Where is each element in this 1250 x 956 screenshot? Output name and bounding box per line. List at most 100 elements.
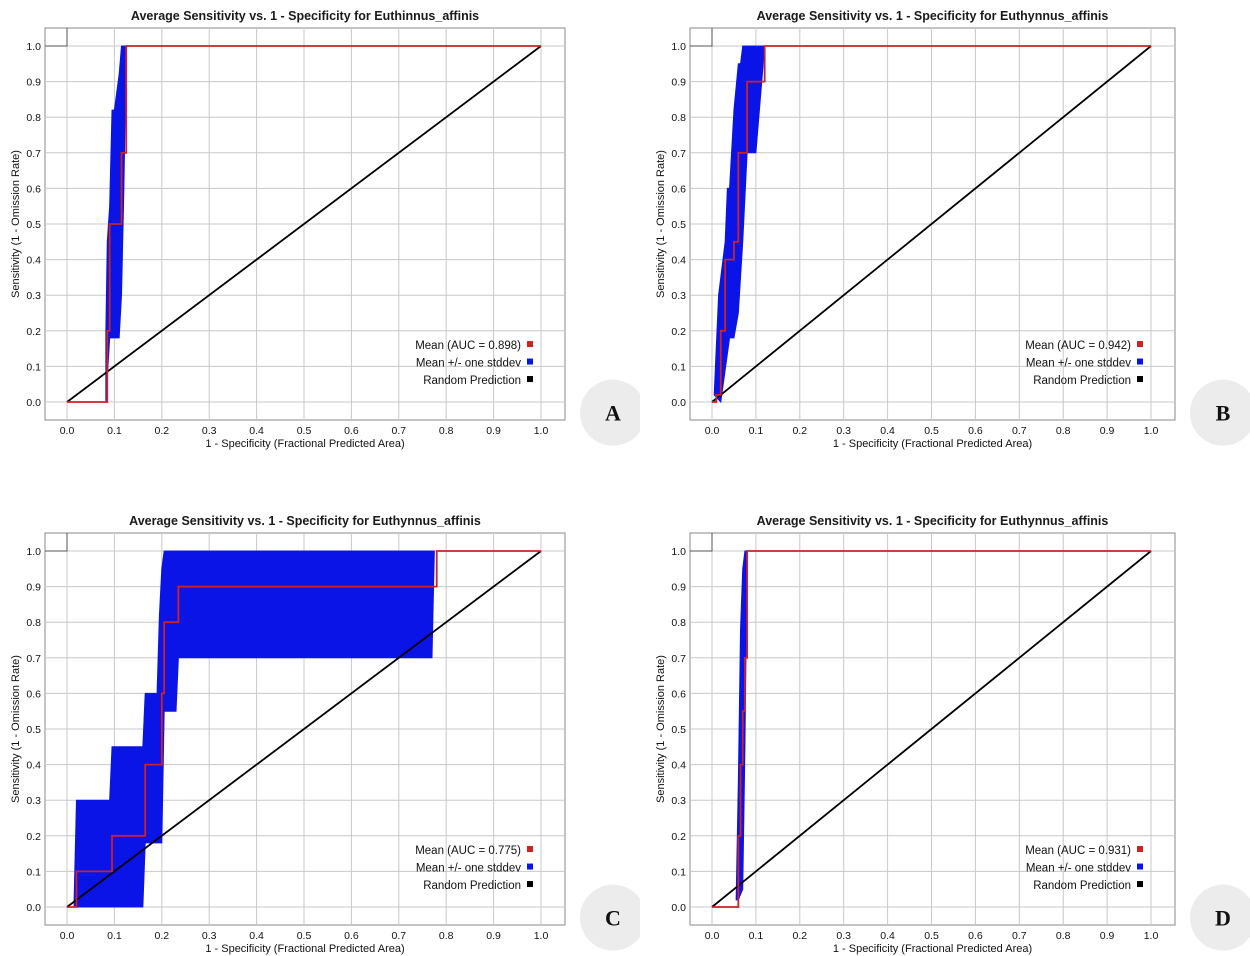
panel-badge-circle: [580, 884, 640, 951]
x-tick-label: 0.6: [968, 930, 983, 942]
y-tick-label: 0.2: [671, 831, 686, 843]
y-tick-label: 0.6: [26, 688, 41, 700]
y-tick-label: 0.4: [26, 255, 41, 267]
x-tick-label: 0.0: [60, 425, 75, 437]
panel-letter: C: [605, 906, 621, 931]
legend-swatch: [527, 846, 533, 853]
x-tick-label: 0.7: [1012, 425, 1027, 437]
y-tick-label: 0.1: [671, 361, 686, 373]
x-tick-label: 0.2: [792, 425, 807, 437]
gridlines: [45, 28, 565, 420]
y-tick-label: 0.4: [671, 255, 686, 267]
x-axis-label: 1 - Specificity (Fractional Predicted Ar…: [205, 943, 404, 955]
y-tick-label: 0.8: [26, 617, 41, 629]
chart-title: Average Sensitivity vs. 1 - Specificity …: [131, 9, 479, 23]
y-axis-label: Sensitivity (1 - Omission Rate): [655, 655, 667, 803]
x-tick-label: 0.4: [880, 930, 895, 942]
x-tick-label: 0.5: [297, 425, 312, 437]
x-tick-label: 0.9: [486, 425, 501, 437]
legend-label: Random Prediction: [1033, 880, 1131, 892]
legend-swatch: [527, 863, 533, 870]
x-tick-label: 0.8: [439, 930, 454, 942]
x-tick-label: 0.2: [792, 930, 807, 942]
roc-panel-a: Average Sensitivity vs. 1 - Specificity …: [10, 9, 640, 450]
x-tick-label: 0.7: [1012, 930, 1027, 942]
x-tick-label: 0.3: [202, 425, 217, 437]
y-tick-label: 0.9: [26, 582, 41, 594]
corner-marker: [690, 533, 713, 552]
y-tick-label: 0.7: [671, 653, 686, 665]
corner-marker: [690, 28, 713, 47]
x-tick-label: 0.9: [486, 930, 501, 942]
legend-label: Mean +/- one stddev: [416, 863, 521, 875]
legend-label: Random Prediction: [423, 375, 521, 387]
y-tick-label: 1.0: [671, 546, 686, 558]
legend-swatch: [1137, 376, 1143, 383]
y-tick-label: 0.6: [671, 688, 686, 700]
y-tick-label: 0.8: [26, 112, 41, 124]
legend-label: Mean (AUC = 0.942): [1025, 340, 1131, 352]
panel-badge: D: [1190, 884, 1250, 951]
x-axis-label: 1 - Specificity (Fractional Predicted Ar…: [205, 438, 404, 450]
x-tick-label: 0.6: [344, 930, 359, 942]
legend-label: Random Prediction: [1033, 375, 1131, 387]
mean-roc-line: [67, 550, 541, 908]
x-tick-label: 0.3: [836, 930, 851, 942]
x-tick-label: 0.5: [924, 930, 939, 942]
random-prediction-line: [711, 550, 1152, 908]
panel-letter: B: [1216, 401, 1231, 426]
legend-swatch: [1137, 358, 1143, 365]
y-tick-label: 0.8: [671, 112, 686, 124]
legend-label: Mean +/- one stddev: [1026, 358, 1131, 370]
y-tick-label: 0.7: [26, 653, 41, 665]
stddev-band: [735, 550, 748, 901]
panel-badge: C: [580, 884, 640, 951]
x-tick-label: 0.4: [249, 425, 264, 437]
x-tick-label: 0.9: [1100, 425, 1115, 437]
panel-letter: D: [1215, 906, 1231, 931]
y-tick-label: 0.3: [26, 795, 41, 807]
x-tick-label: 0.5: [297, 930, 312, 942]
y-axis-label: Sensitivity (1 - Omission Rate): [655, 150, 667, 298]
y-tick-label: 0.3: [671, 795, 686, 807]
y-tick-label: 0.2: [26, 326, 41, 338]
y-tick-label: 0.0: [671, 397, 686, 409]
x-tick-label: 0.0: [60, 930, 75, 942]
legend-swatch: [1137, 881, 1143, 888]
chart-title: Average Sensitivity vs. 1 - Specificity …: [757, 9, 1109, 23]
y-tick-label: 1.0: [26, 41, 41, 53]
random-prediction-line: [711, 45, 1152, 403]
x-tick-label: 0.1: [107, 425, 122, 437]
y-tick-label: 0.9: [26, 77, 41, 89]
mean-roc-line: [712, 45, 1151, 403]
x-tick-label: 1.0: [534, 425, 549, 437]
x-tick-label: 0.6: [344, 425, 359, 437]
x-tick-label: 0.5: [924, 425, 939, 437]
panel-badge-circle: [1190, 884, 1250, 951]
x-tick-label: 0.3: [836, 425, 851, 437]
x-tick-label: 0.2: [154, 425, 169, 437]
legend-label: Mean +/- one stddev: [416, 358, 521, 370]
y-tick-label: 0.9: [671, 582, 686, 594]
legend-swatch: [1137, 341, 1143, 348]
y-tick-label: 0.6: [671, 183, 686, 195]
x-tick-label: 0.8: [1056, 930, 1071, 942]
y-tick-label: 0.5: [26, 219, 41, 231]
roc-panel-d: Average Sensitivity vs. 1 - Specificity …: [655, 514, 1250, 955]
y-tick-label: 0.5: [671, 219, 686, 231]
legend: Mean (AUC = 0.931) Mean +/- one stddev Ran…: [1025, 845, 1143, 892]
y-tick-label: 0.1: [26, 361, 41, 373]
legend-label: Mean (AUC = 0.931): [1025, 845, 1131, 857]
y-tick-label: 0.4: [671, 760, 686, 772]
y-tick-label: 0.0: [671, 902, 686, 914]
panel-badge-circle: [1190, 379, 1250, 446]
stddev-band: [713, 45, 766, 404]
panel-letter: A: [605, 401, 621, 426]
y-tick-label: 0.5: [26, 724, 41, 736]
mean-roc-line: [67, 45, 541, 403]
legend-label: Random Prediction: [423, 880, 521, 892]
roc-panel-b: Average Sensitivity vs. 1 - Specificity …: [655, 9, 1250, 450]
x-axis-label: 1 - Specificity (Fractional Predicted Ar…: [833, 438, 1032, 450]
y-tick-label: 0.9: [671, 77, 686, 89]
